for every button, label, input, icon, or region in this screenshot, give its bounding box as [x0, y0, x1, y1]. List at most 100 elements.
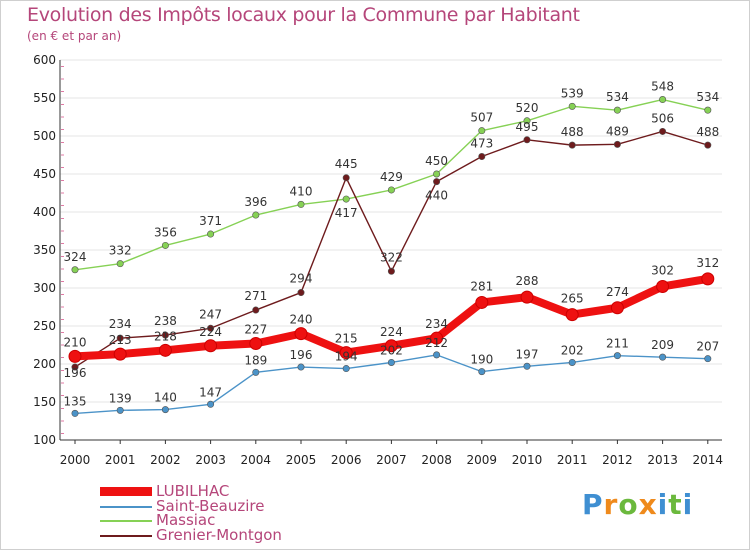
point-grenier-montgon-2012	[613, 140, 621, 148]
y-tick-label-600: 600	[33, 53, 56, 67]
data-label-lubilhac-2002: 218	[154, 329, 177, 343]
data-label-grenier-montgon-2014: 488	[696, 125, 719, 139]
legend-swatch-saint-beauzire	[100, 505, 152, 508]
point-saint-beauzire-2008	[433, 351, 441, 359]
point-saint-beauzire-2005	[297, 363, 305, 371]
x-tick-label-2001: 2001	[105, 453, 136, 467]
point-grenier-montgon-2005	[297, 289, 305, 297]
point-lubilhac-2004	[249, 336, 263, 350]
grid	[60, 59, 722, 440]
data-label-massiac-2013: 548	[651, 80, 674, 94]
point-lubilhac-2001	[113, 347, 127, 361]
data-label-lubilhac-2001: 213	[109, 333, 132, 347]
point-massiac-2011	[568, 102, 576, 110]
point-lubilhac-2002	[158, 343, 172, 357]
x-tick-label-2007: 2007	[376, 453, 407, 467]
logo-letter: i	[657, 488, 669, 521]
data-label-grenier-montgon-2006: 445	[335, 157, 358, 171]
point-lubilhac-2000	[68, 349, 82, 363]
x-tick-label-2004: 2004	[241, 453, 272, 467]
point-lubilhac-2007	[384, 339, 398, 353]
point-saint-beauzire-2010	[523, 362, 531, 370]
point-saint-beauzire-2007	[387, 358, 395, 366]
x-tick-label-2011: 2011	[557, 453, 588, 467]
logo-letter: x	[638, 488, 658, 521]
point-massiac-2014	[704, 106, 712, 114]
point-lubilhac-2006	[339, 346, 353, 360]
data-label-grenier-montgon-2007: 322	[380, 250, 403, 264]
data-label-grenier-montgon-2004: 271	[244, 289, 267, 303]
data-label-grenier-montgon-2003: 247	[199, 307, 222, 321]
data-label-saint-beauzire-2010: 197	[516, 347, 539, 361]
point-massiac-2000	[71, 266, 79, 274]
point-saint-beauzire-2009	[478, 368, 486, 376]
point-saint-beauzire-2000	[71, 409, 79, 417]
data-label-lubilhac-2007: 224	[380, 325, 403, 339]
point-lubilhac-2005	[294, 327, 308, 341]
point-massiac-2009	[478, 127, 486, 135]
data-label-lubilhac-2010: 288	[516, 274, 539, 288]
data-label-grenier-montgon-2012: 489	[606, 124, 629, 138]
proxiti-logo: Proxiti	[582, 488, 693, 521]
legend-label-lubilhac: LUBILHAC	[156, 482, 230, 500]
data-label-massiac-2005: 410	[290, 184, 313, 198]
point-grenier-montgon-2008	[433, 178, 441, 186]
legend-label-grenier-montgon: Grenier-Montgon	[156, 525, 282, 544]
logo-letter: o	[618, 488, 639, 521]
y-tick-label-250: 250	[33, 319, 56, 333]
data-label-massiac-2004: 396	[244, 195, 267, 209]
data-label-saint-beauzire-2007: 202	[380, 343, 403, 357]
point-grenier-montgon-2011	[568, 141, 576, 149]
data-label-saint-beauzire-2001: 139	[109, 391, 132, 405]
point-lubilhac-2008	[430, 331, 444, 345]
logo-letter: r	[603, 488, 619, 521]
point-massiac-2012	[613, 106, 621, 114]
point-massiac-2004	[252, 211, 260, 219]
point-grenier-montgon-2004	[252, 306, 260, 314]
data-label-massiac-2001: 332	[109, 244, 132, 258]
data-label-massiac-2012: 534	[606, 90, 629, 104]
data-label-saint-beauzire-2006: 194	[335, 350, 358, 364]
point-grenier-montgon-2000	[71, 363, 79, 371]
y-tick-label-500: 500	[33, 129, 56, 143]
data-label-saint-beauzire-2002: 140	[154, 391, 177, 405]
data-label-massiac-2011: 539	[561, 86, 584, 100]
x-tick-label-2002: 2002	[150, 453, 181, 467]
data-label-massiac-2000: 324	[64, 250, 87, 264]
x-tick-label-2005: 2005	[286, 453, 317, 467]
point-grenier-montgon-2001	[116, 334, 124, 342]
point-lubilhac-2011	[565, 308, 579, 322]
point-saint-beauzire-2014	[704, 355, 712, 363]
data-label-massiac-2014: 534	[696, 90, 719, 104]
point-massiac-2001	[116, 260, 124, 268]
y-tick-label-350: 350	[33, 243, 56, 257]
data-label-grenier-montgon-2010: 495	[516, 120, 539, 134]
data-label-saint-beauzire-2013: 209	[651, 338, 674, 352]
x-tick-label-2012: 2012	[602, 453, 633, 467]
data-label-massiac-2009: 507	[470, 111, 493, 125]
y-tick-label-550: 550	[33, 91, 56, 105]
point-lubilhac-2013	[656, 279, 670, 293]
point-saint-beauzire-2006	[342, 365, 350, 373]
point-grenier-montgon-2006	[342, 174, 350, 182]
data-label-saint-beauzire-2011: 202	[561, 343, 584, 357]
data-label-massiac-2006: 417	[335, 206, 358, 220]
point-saint-beauzire-2003	[207, 400, 215, 408]
data-label-saint-beauzire-2000: 135	[64, 394, 87, 408]
data-label-lubilhac-2008: 234	[425, 317, 448, 331]
point-massiac-2008	[433, 170, 441, 178]
x-tick-label-2008: 2008	[421, 453, 452, 467]
logo-letter: i	[682, 488, 694, 521]
logo-letter: P	[582, 488, 604, 521]
point-massiac-2005	[297, 200, 305, 208]
data-label-lubilhac-2011: 265	[561, 292, 584, 306]
data-label-massiac-2008: 450	[425, 154, 448, 168]
data-label-saint-beauzire-2003: 147	[199, 385, 222, 399]
data-label-grenier-montgon-2000: 196	[64, 366, 87, 380]
y-tick-label-400: 400	[33, 205, 56, 219]
data-label-lubilhac-2014: 312	[696, 256, 719, 270]
data-label-grenier-montgon-2001: 234	[109, 317, 132, 331]
point-lubilhac-2010	[520, 290, 534, 304]
point-saint-beauzire-2013	[659, 353, 667, 361]
